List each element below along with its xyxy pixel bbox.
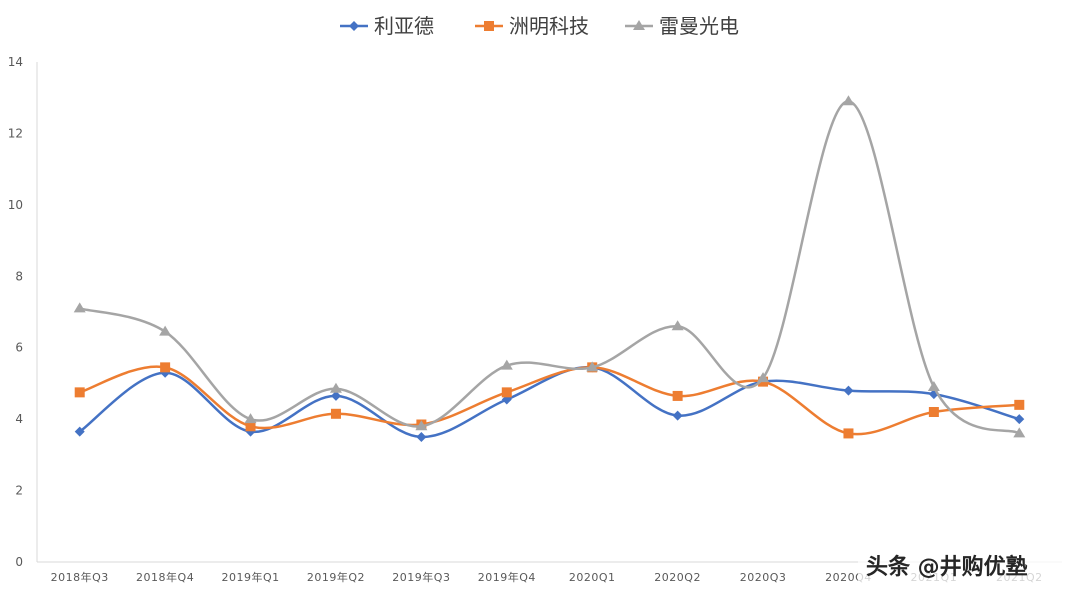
data-point	[1014, 414, 1025, 425]
y-tick-label: 6	[15, 341, 23, 355]
data-point	[244, 413, 257, 424]
data-point	[330, 408, 341, 419]
legend-swatch-marker	[633, 20, 645, 30]
data-point	[500, 359, 513, 370]
data-point	[757, 372, 770, 383]
data-point	[330, 390, 341, 401]
legend-item: 雷曼光电	[625, 14, 739, 38]
legend-item: 利亚德	[340, 14, 434, 38]
x-tick-label: 2020Q1	[569, 571, 616, 584]
data-point	[159, 325, 172, 336]
y-tick-label: 2	[15, 484, 23, 498]
series-line	[79, 365, 1020, 436]
data-point	[74, 426, 85, 437]
y-tick-label: 12	[8, 126, 23, 140]
legend-swatch-marker	[484, 21, 494, 31]
x-tick-label: 2018年Q3	[51, 570, 109, 584]
legend-label: 利亚德	[374, 14, 434, 38]
data-point	[74, 387, 85, 398]
data-point	[415, 420, 428, 431]
y-tick-label: 0	[15, 555, 23, 569]
watermark-background	[858, 548, 1064, 584]
y-tick-label: 4	[15, 412, 23, 426]
data-point	[1013, 427, 1026, 438]
watermark: 头条 @井购优塾	[858, 548, 1064, 584]
series-3	[73, 95, 1026, 438]
x-tick-label: 2019年Q2	[307, 570, 365, 584]
legend-label: 雷曼光电	[659, 14, 739, 38]
data-point	[927, 381, 940, 391]
x-tick-label: 2018年Q4	[136, 570, 194, 584]
data-point	[843, 428, 854, 439]
series-layer	[73, 95, 1026, 442]
data-point	[928, 407, 939, 417]
x-tick-label: 2019年Q3	[392, 570, 450, 584]
chart-legend: 利亚德 洲明科技 雷曼光电	[340, 14, 739, 38]
x-tick-label: 2019年Q1	[221, 570, 279, 584]
data-point	[416, 432, 427, 442]
data-point	[160, 362, 171, 373]
data-point	[671, 320, 684, 331]
x-tick-label: 2020Q2	[654, 571, 701, 584]
data-point	[245, 421, 256, 432]
y-axis: 0 2 4 6 8 10 12 14	[8, 55, 38, 569]
series-2	[74, 362, 1025, 439]
watermark-text: 头条 @井购优塾	[866, 554, 1028, 580]
y-tick-label: 10	[8, 198, 23, 212]
x-tick-label: 2020Q3	[740, 571, 787, 584]
data-point	[843, 385, 854, 396]
data-point	[329, 382, 342, 393]
data-point	[586, 361, 599, 372]
data-point	[672, 410, 683, 421]
series-line	[78, 366, 1020, 439]
data-point	[73, 302, 86, 313]
legend-swatch-marker	[349, 21, 359, 31]
data-point	[842, 95, 855, 106]
data-point	[501, 387, 512, 398]
legend-item: 洲明科技	[475, 14, 589, 38]
legend-label: 洲明科技	[509, 14, 589, 38]
y-tick-label: 14	[8, 55, 23, 69]
y-tick-label: 8	[15, 269, 23, 283]
data-point	[672, 390, 683, 401]
data-point	[1014, 399, 1025, 410]
series-line	[79, 100, 1020, 435]
x-tick-label: 2019年Q4	[478, 570, 536, 584]
